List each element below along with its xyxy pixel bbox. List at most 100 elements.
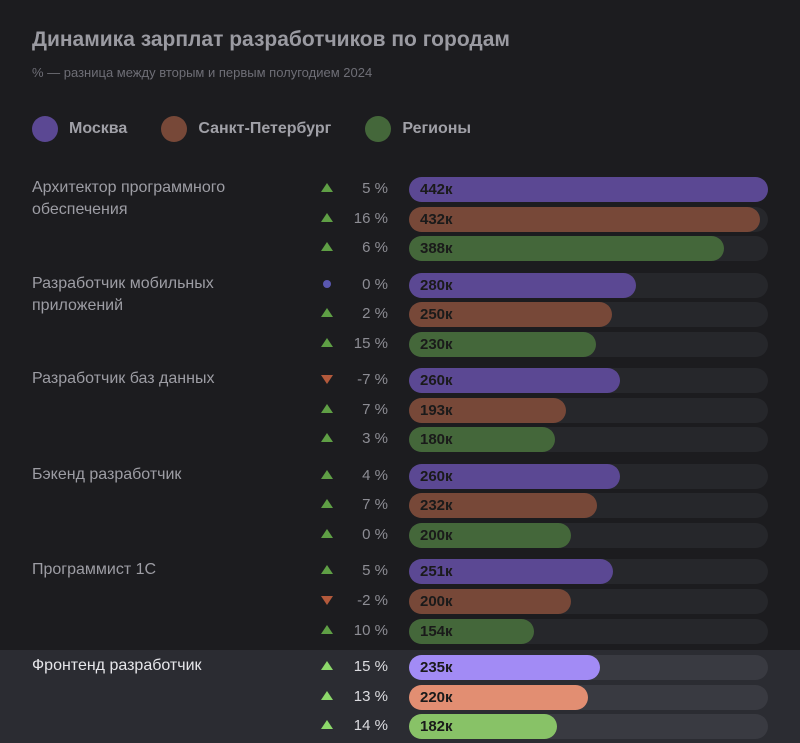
chart-subtitle: % — разница между вторым и первым полуго…	[32, 65, 373, 80]
value-label: 193к	[420, 401, 453, 419]
bar-group: Программист 1С 5 % 251к -2 % 200к 10 % 154к	[0, 555, 800, 651]
category-label: Фронтенд разработчик	[32, 657, 202, 674]
change-label: 15 %	[353, 658, 388, 675]
trend-up-icon	[321, 183, 333, 192]
trend-up-icon	[321, 565, 333, 575]
bar-row-regions: 15 % 230к	[0, 330, 800, 360]
bar-row-spb: -2 % 200к	[0, 587, 800, 617]
value-label: 180к	[420, 431, 453, 449]
change-label: 3 %	[362, 430, 388, 448]
bar-spb	[409, 302, 613, 328]
bar-spb	[409, 206, 760, 232]
trend-flat-icon	[323, 279, 331, 288]
bar-row-moscow: 0 % 280к	[0, 271, 800, 301]
legend: Москва Санкт-Петербург Регионы	[32, 116, 505, 142]
bar-row-moscow: 5 % 442к	[0, 175, 800, 205]
change-label: 7 %	[362, 496, 388, 514]
value-label: 442к	[420, 181, 453, 198]
bar-moscow	[409, 272, 637, 298]
category-label: Разработчик мобильных приложений	[32, 274, 214, 314]
change-label: 13 %	[353, 687, 388, 705]
bar-moscow	[409, 559, 613, 585]
trend-down-icon	[321, 595, 333, 605]
change-label: 7 %	[362, 400, 388, 418]
category-label: Бэкенд разработчик	[32, 465, 182, 483]
trend-up-icon	[321, 624, 333, 634]
change-label: 10 %	[353, 621, 388, 639]
bar-row-regions: 3 % 180к	[0, 425, 800, 455]
change-label: 6 %	[362, 239, 388, 257]
bar-row-moscow: 5 % 251к	[0, 557, 800, 587]
bar-regions	[409, 427, 556, 453]
change-label: 4 %	[362, 466, 388, 484]
bar-spb	[409, 493, 598, 519]
bar-moscow	[409, 655, 600, 680]
category-label: Архитектор программного обеспечения	[32, 179, 226, 218]
legend-label-regions: Регионы	[402, 120, 472, 137]
trend-up-icon	[321, 308, 333, 318]
bar-group: Архитектор программного обеспечения 5 % 44…	[0, 173, 800, 269]
change-label: 0 %	[362, 275, 388, 293]
legend-item-moscow: Москва	[32, 116, 127, 142]
bar-regions	[409, 522, 572, 548]
chart-title: Динамика зарплат разработчиков по города…	[32, 28, 510, 51]
legend-item-spb: Санкт-Петербург	[161, 116, 331, 142]
change-label: 15 %	[353, 334, 388, 352]
bar-row-regions: 14 % 182к	[0, 712, 800, 742]
bar-row-spb: 7 % 193к	[0, 396, 800, 426]
change-label: 14 %	[353, 717, 388, 735]
value-label: 235к	[420, 659, 453, 676]
value-label: 182к	[420, 718, 453, 736]
trend-up-icon	[321, 499, 333, 509]
legend-swatch-spb	[161, 116, 188, 142]
bar-regions	[409, 618, 535, 644]
value-label: 432к	[420, 210, 453, 228]
trend-up-icon	[321, 337, 333, 347]
trend-up-icon	[321, 720, 333, 730]
value-label: 200к	[420, 526, 453, 544]
bar-row-regions: 0 % 200к	[0, 521, 800, 551]
bar-spb	[409, 397, 566, 423]
value-label: 280к	[420, 276, 453, 294]
legend-swatch-moscow	[32, 116, 58, 142]
bar-group: Фронтенд разработчик 15 % 235к 13 % 220к 14 %…	[0, 650, 800, 743]
bar-row-moscow: 15 % 235к	[0, 653, 800, 683]
trend-up-icon	[321, 528, 333, 538]
bar-group: Разработчик мобильных приложений 0 % 280к 2…	[0, 269, 800, 365]
change-label: -7 %	[357, 371, 388, 389]
value-label: 260к	[420, 372, 453, 390]
bar-moscow	[409, 177, 768, 202]
trend-up-icon	[321, 403, 333, 413]
trend-up-icon	[321, 469, 333, 479]
bar-row-spb: 16 % 432к	[0, 205, 800, 235]
legend-label-moscow: Москва	[69, 120, 128, 137]
category-label: Разработчик баз данных	[32, 370, 215, 388]
value-label: 250к	[420, 306, 453, 324]
legend-swatch-regions	[365, 116, 392, 142]
value-label: 154к	[420, 622, 453, 640]
bar-group: Бэкенд разработчик 4 % 260к 7 % 232к 0 % 200к	[0, 460, 800, 556]
trend-up-icon	[321, 212, 333, 222]
change-label: 2 %	[362, 305, 388, 323]
value-label: 220к	[420, 688, 453, 706]
value-label: 230к	[420, 335, 453, 353]
bar-group: Разработчик баз данных -7 % 260к 7 % 193к 3 %…	[0, 364, 800, 460]
bar-row-spb: 13 % 220к	[0, 683, 800, 713]
bar-spb	[409, 588, 572, 614]
bar-row-regions: 10 % 154к	[0, 617, 800, 647]
bar-regions	[409, 331, 596, 357]
bar-row-spb: 7 % 232к	[0, 491, 800, 521]
change-label: 0 %	[362, 525, 388, 543]
change-label: 5 %	[362, 562, 388, 580]
trend-up-icon	[321, 433, 333, 443]
bar-moscow	[409, 368, 621, 394]
legend-label-spb: Санкт-Петербург	[198, 120, 332, 137]
change-label: 16 %	[353, 209, 388, 227]
bar-moscow	[409, 463, 621, 489]
change-label: 5 %	[362, 180, 388, 197]
bar-row-moscow: 4 % 260к	[0, 462, 800, 492]
value-label: 260к	[420, 467, 453, 485]
value-label: 232к	[420, 497, 453, 515]
trend-down-icon	[321, 375, 333, 385]
bar-row-regions: 6 % 388к	[0, 234, 800, 264]
